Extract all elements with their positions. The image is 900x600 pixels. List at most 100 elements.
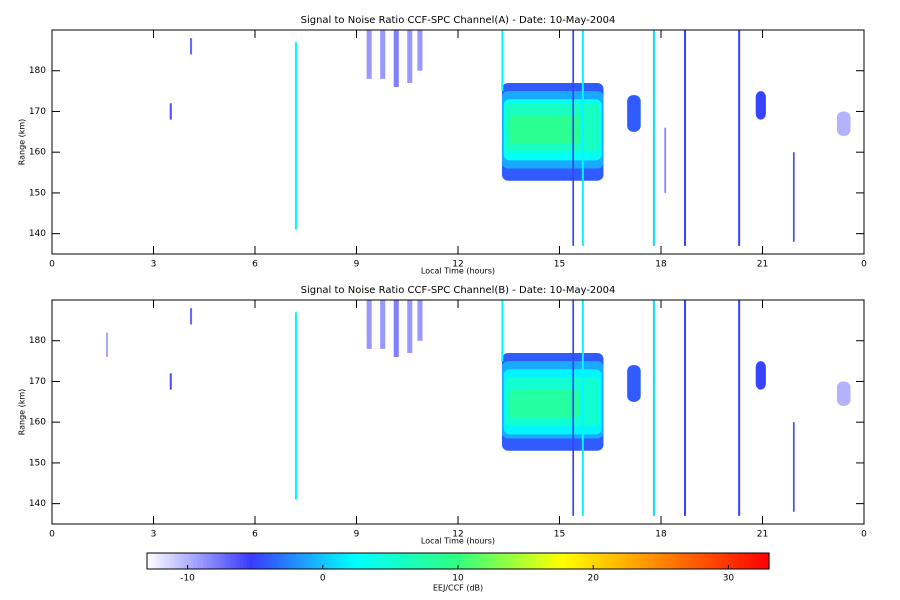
colorbar-step bbox=[672, 553, 677, 569]
colorbar-tick-label: 10 bbox=[452, 574, 464, 584]
heat-cell bbox=[393, 30, 399, 88]
colorbar-step bbox=[495, 553, 500, 569]
colorbar-step bbox=[374, 553, 378, 569]
colorbar-step bbox=[501, 553, 506, 569]
colorbar-step bbox=[358, 553, 363, 569]
x-axis-label: Local Time (hours) bbox=[421, 267, 495, 276]
colorbar-step bbox=[417, 553, 422, 569]
colorbar-step bbox=[594, 553, 599, 569]
colorbar-label: EEJ/CCF (dB) bbox=[433, 584, 483, 593]
colorbar-step bbox=[290, 553, 294, 569]
colorbar-step bbox=[762, 553, 767, 569]
heat-cell bbox=[501, 30, 504, 92]
y-tick-label: 180 bbox=[29, 66, 46, 76]
x-tick-label: 12 bbox=[452, 260, 463, 270]
colorbar-step bbox=[321, 553, 325, 569]
y-tick-label: 150 bbox=[29, 458, 46, 468]
colorbar-step bbox=[461, 553, 465, 569]
colorbar-step bbox=[470, 553, 475, 569]
colorbar-step bbox=[619, 553, 624, 569]
colorbar-step bbox=[420, 553, 425, 569]
colorbar-step bbox=[423, 553, 428, 569]
x-tick-label: 3 bbox=[151, 530, 157, 540]
colorbar-step bbox=[660, 553, 664, 569]
colorbar-step bbox=[283, 553, 288, 569]
x-tick-label: 9 bbox=[354, 260, 360, 270]
colorbar-step bbox=[408, 553, 412, 569]
colorbar-step bbox=[734, 553, 739, 569]
colorbar-step bbox=[532, 553, 537, 569]
colorbar-step bbox=[361, 553, 366, 569]
heat-cell bbox=[169, 103, 172, 120]
colorbar-step bbox=[675, 553, 680, 569]
colorbar-step bbox=[252, 553, 257, 569]
colorbar-step bbox=[370, 553, 375, 569]
colorbar-step bbox=[426, 553, 431, 569]
x-tick-label: 0 bbox=[861, 260, 867, 270]
colorbar-step bbox=[199, 553, 204, 569]
colorbar-step bbox=[171, 553, 176, 569]
colorbar-step bbox=[187, 553, 192, 569]
heat-cell bbox=[627, 365, 641, 402]
colorbar-step bbox=[685, 553, 689, 569]
colorbar-step bbox=[398, 553, 403, 569]
colorbar-step bbox=[318, 553, 322, 569]
colorbar-step bbox=[485, 553, 490, 569]
colorbar-step bbox=[629, 553, 633, 569]
colorbar-step bbox=[202, 553, 207, 569]
colorbar-step bbox=[159, 553, 164, 569]
colorbar-step bbox=[352, 553, 356, 569]
heat-cell bbox=[508, 115, 580, 145]
heat-cell bbox=[366, 30, 372, 79]
y-axis-label: Range (km) bbox=[18, 389, 27, 436]
heat-cell bbox=[190, 38, 193, 55]
colorbar-step bbox=[566, 553, 571, 569]
heat-cell bbox=[407, 30, 413, 83]
colorbar-step bbox=[653, 553, 658, 569]
colorbar-step bbox=[296, 553, 300, 569]
colorbar-step bbox=[678, 553, 683, 569]
colorbar-step bbox=[377, 553, 381, 569]
x-tick-label: 12 bbox=[452, 530, 463, 540]
colorbar-step bbox=[153, 553, 157, 569]
x-tick-label: 15 bbox=[554, 530, 565, 540]
colorbar-step bbox=[681, 553, 686, 569]
colorbar-step bbox=[249, 553, 254, 569]
colorbar-step bbox=[442, 553, 447, 569]
colorbar-step bbox=[286, 553, 291, 569]
heat-cell bbox=[501, 300, 504, 362]
colorbar-step bbox=[212, 553, 217, 569]
colorbar-step bbox=[165, 553, 170, 569]
colorbar-step bbox=[722, 553, 727, 569]
colorbar-step bbox=[451, 553, 456, 569]
colorbar-step bbox=[221, 553, 226, 569]
colorbar-step bbox=[209, 553, 213, 569]
colorbar-step bbox=[274, 553, 279, 569]
heat-cell bbox=[652, 30, 655, 246]
colorbar-step bbox=[513, 553, 518, 569]
colorbar-tick-label: 0 bbox=[320, 574, 326, 584]
x-tick-label: 15 bbox=[554, 260, 565, 270]
colorbar-step bbox=[541, 553, 546, 569]
heat-cell bbox=[190, 308, 193, 325]
colorbar-step bbox=[694, 553, 699, 569]
colorbar-step bbox=[663, 553, 667, 569]
colorbar-step bbox=[355, 553, 360, 569]
colorbar-step bbox=[218, 553, 223, 569]
heat-cell bbox=[684, 30, 687, 246]
colorbar-step bbox=[489, 553, 493, 569]
heat-cell bbox=[792, 152, 795, 242]
y-tick-label: 180 bbox=[29, 336, 46, 346]
colorbar-step bbox=[268, 553, 272, 569]
colorbar-step bbox=[520, 553, 524, 569]
colorbar-step bbox=[445, 553, 450, 569]
colorbar-step bbox=[613, 553, 618, 569]
y-tick-label: 160 bbox=[29, 418, 46, 428]
colorbar-step bbox=[625, 553, 630, 569]
colorbar-step bbox=[330, 553, 335, 569]
y-axis-label: Range (km) bbox=[18, 119, 27, 166]
colorbar-step bbox=[454, 553, 459, 569]
heat-cell bbox=[738, 300, 741, 516]
colorbar-step bbox=[467, 553, 472, 569]
y-tick-label: 170 bbox=[29, 107, 46, 117]
